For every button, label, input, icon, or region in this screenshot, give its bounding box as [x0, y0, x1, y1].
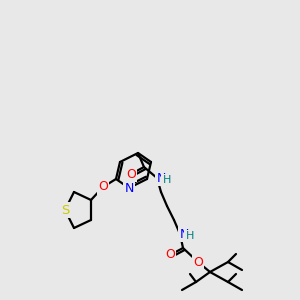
- Text: N: N: [156, 172, 166, 184]
- Text: O: O: [98, 181, 108, 194]
- Text: S: S: [61, 203, 69, 217]
- Text: O: O: [193, 256, 203, 268]
- Text: N: N: [124, 182, 134, 194]
- Text: O: O: [126, 167, 136, 181]
- Text: N: N: [179, 227, 189, 241]
- Text: H: H: [163, 175, 171, 185]
- Text: O: O: [165, 248, 175, 262]
- Text: H: H: [186, 231, 194, 241]
